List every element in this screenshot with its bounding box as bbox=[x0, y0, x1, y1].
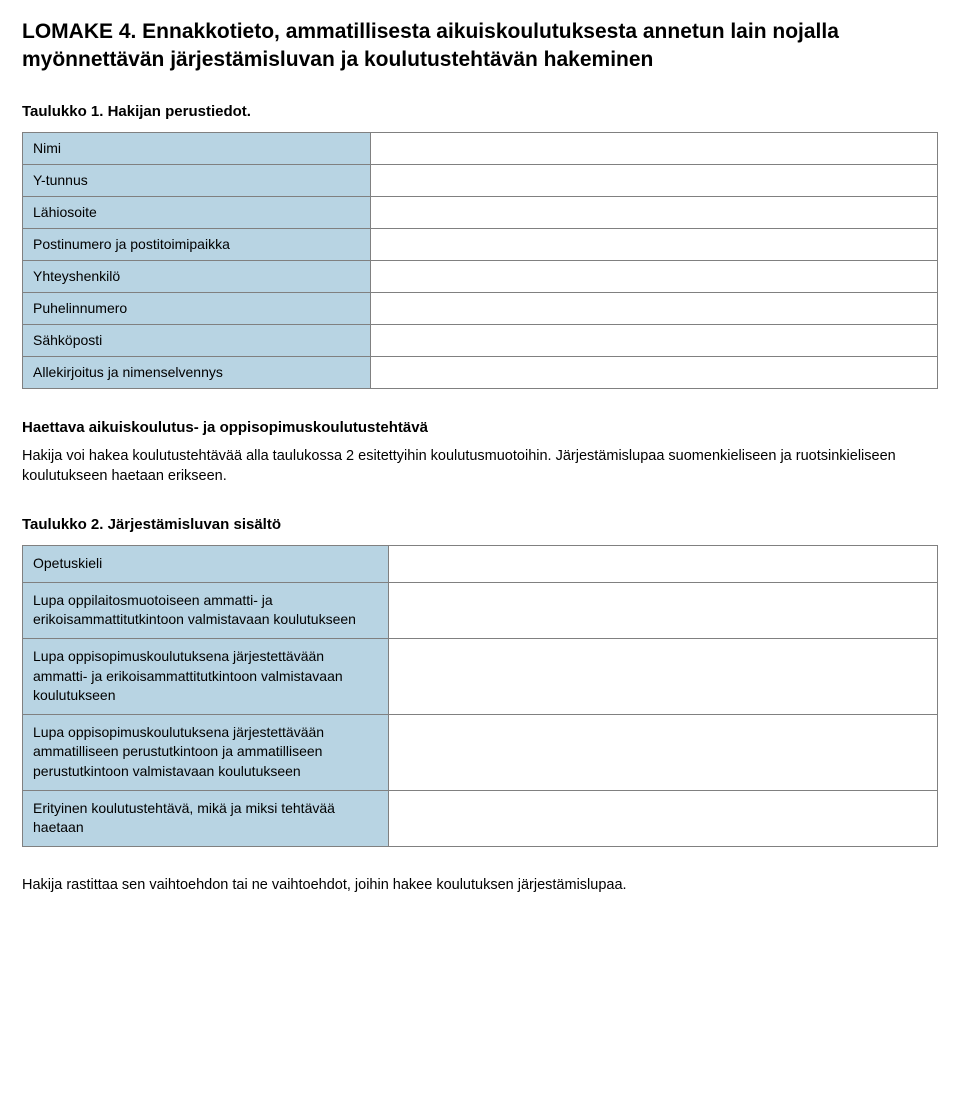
mid-heading: Haettava aikuiskoulutus- ja oppisopimusk… bbox=[22, 419, 938, 436]
table-row: Lupa oppisopimuskoulutuksena järjestettä… bbox=[23, 714, 938, 790]
table-row: Y-tunnus bbox=[23, 164, 938, 196]
value-puhelinnumero[interactable] bbox=[370, 292, 937, 324]
label-yhteyshenkilo: Yhteyshenkilö bbox=[23, 260, 371, 292]
table-row: Puhelinnumero bbox=[23, 292, 938, 324]
table1: Nimi Y-tunnus Lähiosoite Postinumero ja … bbox=[22, 132, 938, 389]
document-title: LOMAKE 4. Ennakkotieto, ammatillisesta a… bbox=[22, 18, 938, 75]
value-lupa-oppisopimus-ammatti[interactable] bbox=[389, 639, 938, 715]
value-lupa-oppisopimus-perus[interactable] bbox=[389, 714, 938, 790]
table2-heading: Taulukko 2. Järjestämisluvan sisältö bbox=[22, 516, 938, 533]
label-nimi: Nimi bbox=[23, 132, 371, 164]
value-lupa-oppilaitos[interactable] bbox=[389, 582, 938, 638]
label-ytunnus: Y-tunnus bbox=[23, 164, 371, 196]
footer-paragraph: Hakija rastittaa sen vaihtoehdon tai ne … bbox=[22, 877, 938, 893]
table-row: Nimi bbox=[23, 132, 938, 164]
value-nimi[interactable] bbox=[370, 132, 937, 164]
table-row: Lupa oppilaitosmuotoiseen ammatti- ja er… bbox=[23, 582, 938, 638]
label-erityinen: Erityinen koulutustehtävä, mikä ja miksi… bbox=[23, 790, 389, 846]
value-postinumero[interactable] bbox=[370, 228, 937, 260]
table-row: Sähköposti bbox=[23, 324, 938, 356]
table-row: Yhteyshenkilö bbox=[23, 260, 938, 292]
value-yhteyshenkilo[interactable] bbox=[370, 260, 937, 292]
label-postinumero: Postinumero ja postitoimipaikka bbox=[23, 228, 371, 260]
label-lupa-oppisopimus-perus: Lupa oppisopimuskoulutuksena järjestettä… bbox=[23, 714, 389, 790]
label-puhelinnumero: Puhelinnumero bbox=[23, 292, 371, 324]
table-row: Opetuskieli bbox=[23, 546, 938, 583]
label-lupa-oppisopimus-ammatti: Lupa oppisopimuskoulutuksena järjestettä… bbox=[23, 639, 389, 715]
label-lahiosoite: Lähiosoite bbox=[23, 196, 371, 228]
table1-heading: Taulukko 1. Hakijan perustiedot. bbox=[22, 103, 938, 120]
label-lupa-oppilaitos: Lupa oppilaitosmuotoiseen ammatti- ja er… bbox=[23, 582, 389, 638]
table-row: Postinumero ja postitoimipaikka bbox=[23, 228, 938, 260]
table-row: Lähiosoite bbox=[23, 196, 938, 228]
value-erityinen[interactable] bbox=[389, 790, 938, 846]
table2: Opetuskieli Lupa oppilaitosmuotoiseen am… bbox=[22, 545, 938, 847]
value-opetuskieli[interactable] bbox=[389, 546, 938, 583]
value-ytunnus[interactable] bbox=[370, 164, 937, 196]
table-row: Erityinen koulutustehtävä, mikä ja miksi… bbox=[23, 790, 938, 846]
value-allekirjoitus[interactable] bbox=[370, 356, 937, 388]
label-allekirjoitus: Allekirjoitus ja nimenselvennys bbox=[23, 356, 371, 388]
label-sahkoposti: Sähköposti bbox=[23, 324, 371, 356]
table-row: Lupa oppisopimuskoulutuksena järjestettä… bbox=[23, 639, 938, 715]
value-lahiosoite[interactable] bbox=[370, 196, 937, 228]
value-sahkoposti[interactable] bbox=[370, 324, 937, 356]
table-row: Allekirjoitus ja nimenselvennys bbox=[23, 356, 938, 388]
mid-paragraph: Hakija voi hakea koulutustehtävää alla t… bbox=[22, 446, 938, 487]
label-opetuskieli: Opetuskieli bbox=[23, 546, 389, 583]
